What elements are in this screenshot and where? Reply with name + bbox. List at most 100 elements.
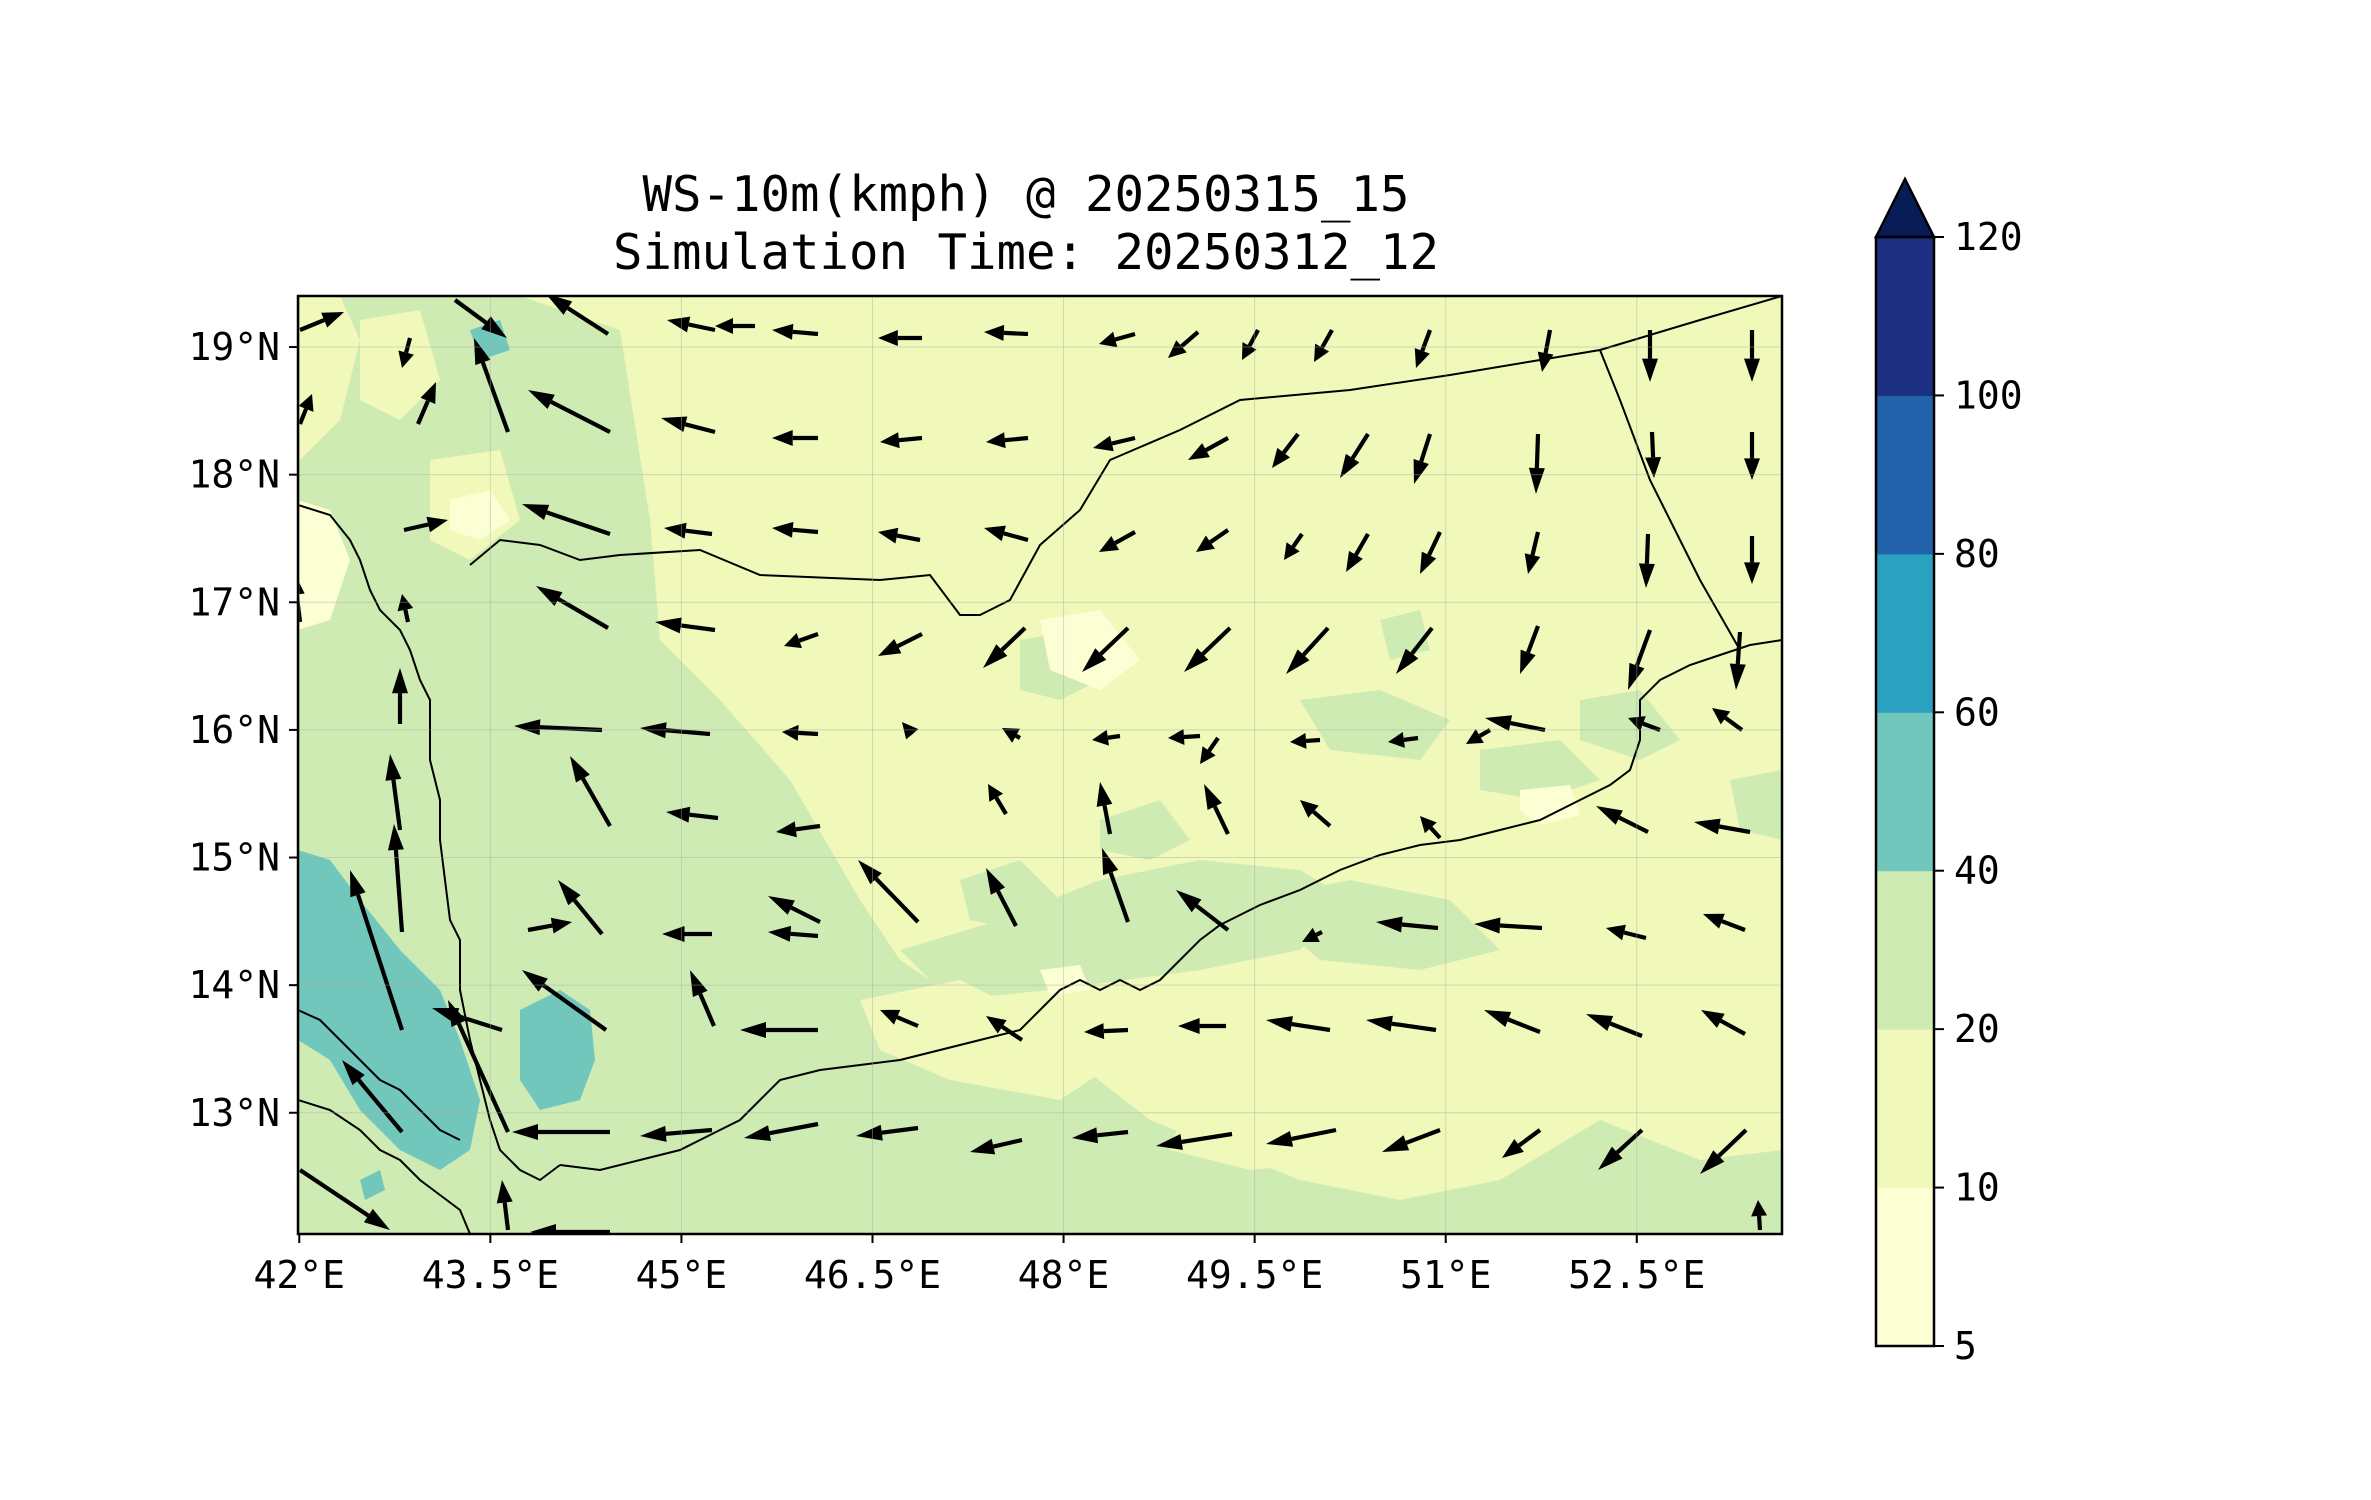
wind-vector — [474, 338, 510, 433]
wind-vector — [298, 1168, 390, 1230]
wind-vector — [858, 860, 920, 924]
wind-speed-10-20-zones — [298, 296, 1700, 1170]
wind-vector — [970, 1137, 1023, 1155]
wind-vector — [1082, 626, 1130, 672]
african-coast-lower — [298, 1099, 471, 1234]
colorbar-extend-arrow — [1873, 176, 1937, 239]
colorbar-band — [1876, 1187, 1934, 1347]
yemen-oman-border — [1599, 349, 1741, 651]
wind-vector — [1703, 913, 1746, 932]
wind-vector — [1628, 629, 1652, 690]
colorbar-label: 40 — [1954, 849, 2000, 893]
wind-vector — [984, 525, 1029, 543]
colorbar-band — [1876, 1029, 1934, 1189]
colorbar-band — [1876, 395, 1934, 555]
wind-vector — [1420, 531, 1442, 574]
map-frame — [296, 294, 1784, 1236]
wind-vector — [768, 896, 821, 924]
wind-vector — [880, 432, 923, 449]
wind-vector — [690, 970, 716, 1027]
wind-vector — [666, 806, 719, 823]
wind-vector — [1642, 330, 1658, 382]
wind-vector — [1744, 330, 1760, 382]
wind-vector — [350, 870, 404, 1031]
y-tick-label: 15°N — [188, 836, 280, 880]
wind-vector — [1606, 924, 1647, 941]
wind-vector — [387, 824, 405, 933]
wind-vector — [522, 504, 611, 536]
wind-vector — [528, 390, 611, 434]
wind-vector — [1200, 736, 1220, 764]
wind-vector — [1502, 1128, 1542, 1158]
wind-vector — [772, 430, 818, 446]
wind-vector — [983, 626, 1027, 668]
wind-vector — [453, 298, 507, 338]
x-axis-ticks: 42°E 43.5°E 45°E 46.5°E 48°E 49.5°E 51°E 52.5°E — [254, 1234, 1705, 1297]
wind-vector — [416, 382, 436, 425]
wind-vector — [1178, 1018, 1226, 1034]
wind-vector — [1466, 728, 1492, 744]
colorbar-label: 20 — [1954, 1007, 2000, 1051]
x-tick-label: 52.5°E — [1568, 1253, 1705, 1297]
wind-vector — [986, 1016, 1024, 1042]
colorbar-label: 100 — [1954, 373, 2023, 417]
wind-vector — [878, 527, 921, 544]
wind-vector — [514, 719, 603, 736]
wind-vector — [1266, 1127, 1337, 1147]
colorbar-label: 60 — [1954, 690, 2000, 734]
wind-vector — [878, 330, 922, 346]
wind-vector — [1300, 800, 1332, 828]
wind-vector — [522, 970, 608, 1032]
wind-vector — [1093, 435, 1136, 452]
x-tick-label: 51°E — [1400, 1253, 1492, 1297]
wind-vector — [986, 432, 1029, 449]
wind-vector — [512, 1124, 610, 1140]
colorbar-band — [1876, 712, 1934, 872]
x-tick-label: 49.5°E — [1186, 1253, 1323, 1297]
wind-vector — [768, 925, 819, 942]
wind-vector — [740, 1022, 818, 1038]
african-coast — [298, 1009, 461, 1141]
wind-vector — [397, 594, 414, 623]
wind-vector — [1701, 1010, 1747, 1036]
wind-vector — [1290, 732, 1321, 749]
y-tick-label: 13°N — [188, 1091, 280, 1135]
wind-vector — [558, 880, 604, 936]
colorbar-label: 80 — [1954, 532, 2000, 576]
wind-vector — [1382, 1128, 1441, 1152]
colorbar-label: 10 — [1954, 1166, 2000, 1210]
wind-vector — [856, 1124, 919, 1141]
wind-vector — [1414, 329, 1432, 368]
wind-vector — [1524, 531, 1541, 574]
wind-vector — [527, 917, 572, 934]
wind-vector — [772, 521, 819, 538]
wind-vector — [988, 784, 1008, 816]
wind-vector — [640, 1125, 713, 1142]
wind-vector — [1314, 328, 1334, 362]
coastlines-and-borders — [298, 296, 1782, 1234]
x-tick-label: 48°E — [1018, 1253, 1110, 1297]
colorbar-band — [1876, 237, 1934, 396]
wind-vector — [1700, 1128, 1748, 1174]
wind-vector — [1346, 532, 1370, 572]
wind-vector — [1413, 433, 1433, 484]
wind-vector — [1266, 1016, 1331, 1033]
wind-vector — [342, 1060, 404, 1134]
wind-vector — [1340, 432, 1370, 478]
wind-vector — [1184, 626, 1232, 672]
wind-vector — [1396, 626, 1434, 674]
wind-vector — [1628, 716, 1661, 732]
wind-vector — [1474, 917, 1543, 934]
colorbar-band — [1876, 870, 1934, 1030]
wind-vector — [1751, 1200, 1768, 1231]
wind-speed-20-40-zones — [298, 296, 1782, 1234]
wind-vector — [398, 337, 414, 368]
map-title: WS-10m(kmph) @ 20250315_15 — [642, 166, 1410, 223]
wind-vector — [1744, 432, 1760, 480]
wind-vector — [496, 1180, 513, 1231]
wind-vector — [1096, 782, 1113, 835]
wind-vector — [530, 1224, 610, 1234]
wind-vector — [878, 632, 923, 656]
